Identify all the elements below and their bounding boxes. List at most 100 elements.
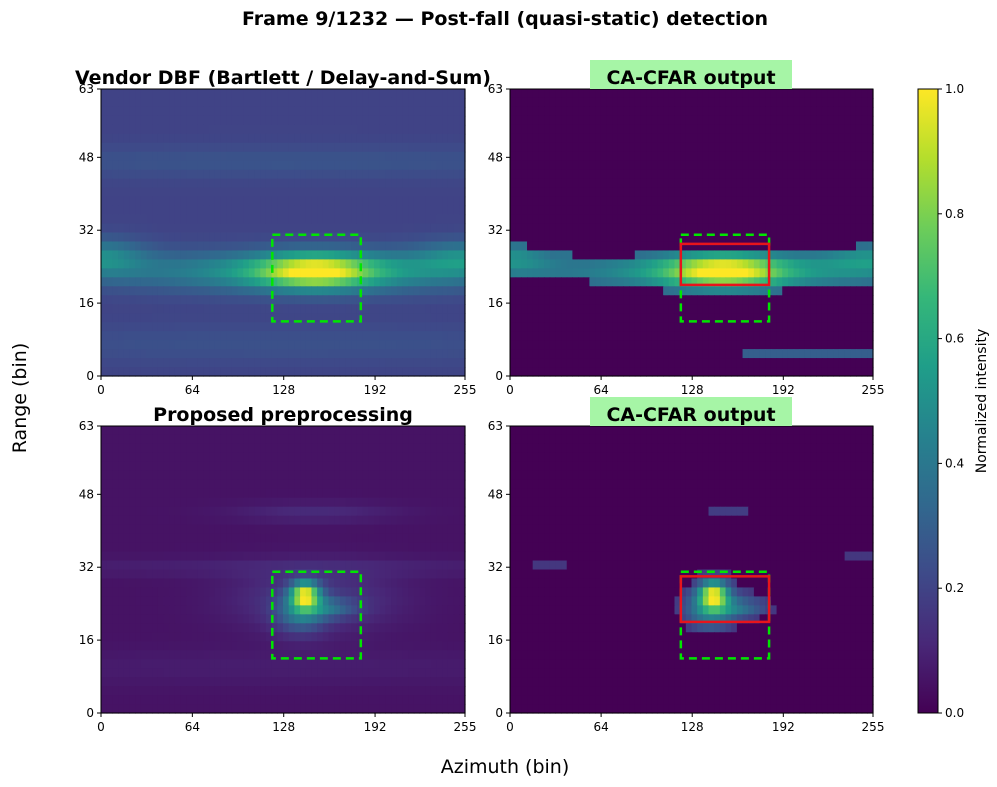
heatmap-cell	[305, 259, 313, 269]
heatmap-cell	[657, 241, 664, 252]
heatmap-cell	[163, 358, 170, 368]
heatmap-cell	[351, 106, 358, 117]
heatmap-cell	[379, 124, 386, 135]
heatmap-cell	[816, 367, 823, 377]
heatmap-cell	[305, 461, 313, 472]
heatmap-cell	[753, 89, 761, 99]
heatmap-cell	[243, 268, 250, 278]
heatmap-cell	[300, 524, 307, 535]
heatmap-cell	[135, 488, 142, 499]
heatmap-cell	[583, 340, 590, 350]
heatmap-cell	[374, 151, 381, 162]
heatmap-cell	[374, 223, 381, 234]
heatmap-cell	[595, 286, 602, 296]
heatmap-cell	[442, 259, 449, 269]
heatmap-cell	[816, 89, 823, 99]
heatmap-cell	[413, 241, 421, 252]
heatmap-cell	[163, 187, 170, 198]
heatmap-cell	[651, 133, 659, 144]
heatmap-cell	[612, 106, 619, 117]
heatmap-cell	[152, 205, 159, 216]
heatmap-cell	[209, 479, 216, 490]
heatmap-cell	[339, 331, 347, 341]
heatmap-cell	[515, 223, 522, 234]
heatmap-cell	[101, 97, 108, 108]
heatmap-cell	[430, 515, 438, 526]
heatmap-cell	[328, 533, 335, 544]
heatmap-cell	[549, 313, 556, 323]
heatmap-cell	[799, 89, 806, 99]
heatmap-cell	[634, 232, 642, 243]
heatmap-cell	[787, 142, 795, 153]
heatmap-cell	[572, 106, 579, 117]
heatmap-cell	[351, 241, 358, 252]
heatmap-cell	[634, 367, 642, 377]
heatmap-cell	[237, 268, 244, 278]
heatmap-cell	[368, 97, 375, 108]
heatmap-cell	[186, 322, 193, 332]
heatmap-cell	[759, 223, 766, 234]
heatmap-cell	[288, 349, 295, 359]
heatmap-cell	[447, 232, 455, 243]
heatmap-cell	[351, 89, 358, 99]
heatmap-cell	[101, 133, 108, 144]
heatmap-cell	[447, 434, 455, 445]
heatmap-cell	[118, 506, 125, 517]
heatmap-cell	[799, 223, 806, 234]
heatmap-cell	[214, 452, 222, 463]
heatmap-cell	[396, 434, 404, 445]
heatmap-cell	[561, 214, 568, 225]
heatmap-cell	[214, 142, 222, 153]
heatmap-cell	[163, 89, 170, 99]
heatmap-cell	[197, 214, 204, 225]
heatmap-cell	[521, 268, 528, 278]
heatmap-cell	[300, 479, 307, 490]
heatmap-cell	[736, 160, 744, 171]
heatmap-cell	[714, 304, 721, 314]
heatmap-cell	[169, 250, 176, 261]
heatmap-cell	[765, 89, 772, 99]
heatmap-cell	[646, 295, 653, 305]
heatmap-cell	[265, 349, 273, 359]
heatmap-cell	[753, 115, 761, 126]
heatmap-cell	[311, 497, 318, 508]
heatmap-cell	[430, 349, 438, 359]
heatmap-cell	[617, 160, 625, 171]
heatmap-cell	[123, 259, 131, 269]
heatmap-cell	[254, 506, 261, 517]
heatmap-cell	[674, 187, 681, 198]
heatmap-cell	[623, 223, 630, 234]
heatmap-cell	[248, 313, 256, 323]
heatmap-cell	[157, 524, 165, 535]
heatmap-cell	[515, 358, 522, 368]
heatmap-cell	[220, 434, 227, 445]
heatmap-cell	[180, 497, 187, 508]
heatmap-cell	[731, 133, 738, 144]
heatmap-cell	[112, 515, 119, 526]
heatmap-cell	[311, 434, 318, 445]
heatmap-cell	[612, 115, 619, 126]
heatmap-cell	[685, 232, 693, 243]
heatmap-cell	[174, 124, 182, 135]
heatmap-cell	[793, 160, 800, 171]
heatmap-cell	[288, 160, 295, 171]
heatmap-cell	[629, 304, 636, 314]
heatmap-cell	[265, 295, 273, 305]
heatmap-cell	[226, 277, 233, 287]
heatmap-cell	[753, 277, 761, 287]
heatmap-cell	[334, 443, 341, 454]
heatmap-cell	[799, 151, 806, 162]
heatmap-cell	[391, 142, 398, 153]
heatmap-cell	[753, 160, 761, 171]
heatmap-cell	[544, 268, 551, 278]
heatmap-cell	[402, 497, 409, 508]
heatmap-cell	[532, 322, 539, 332]
heatmap-cell	[192, 461, 199, 472]
heatmap-cell	[447, 124, 455, 135]
heatmap-cell	[288, 89, 295, 99]
heatmap-cell	[515, 304, 522, 314]
heatmap-cell	[459, 443, 466, 454]
heatmap-cell	[129, 89, 136, 99]
heatmap-cell	[453, 497, 460, 508]
heatmap-cell	[231, 115, 239, 126]
